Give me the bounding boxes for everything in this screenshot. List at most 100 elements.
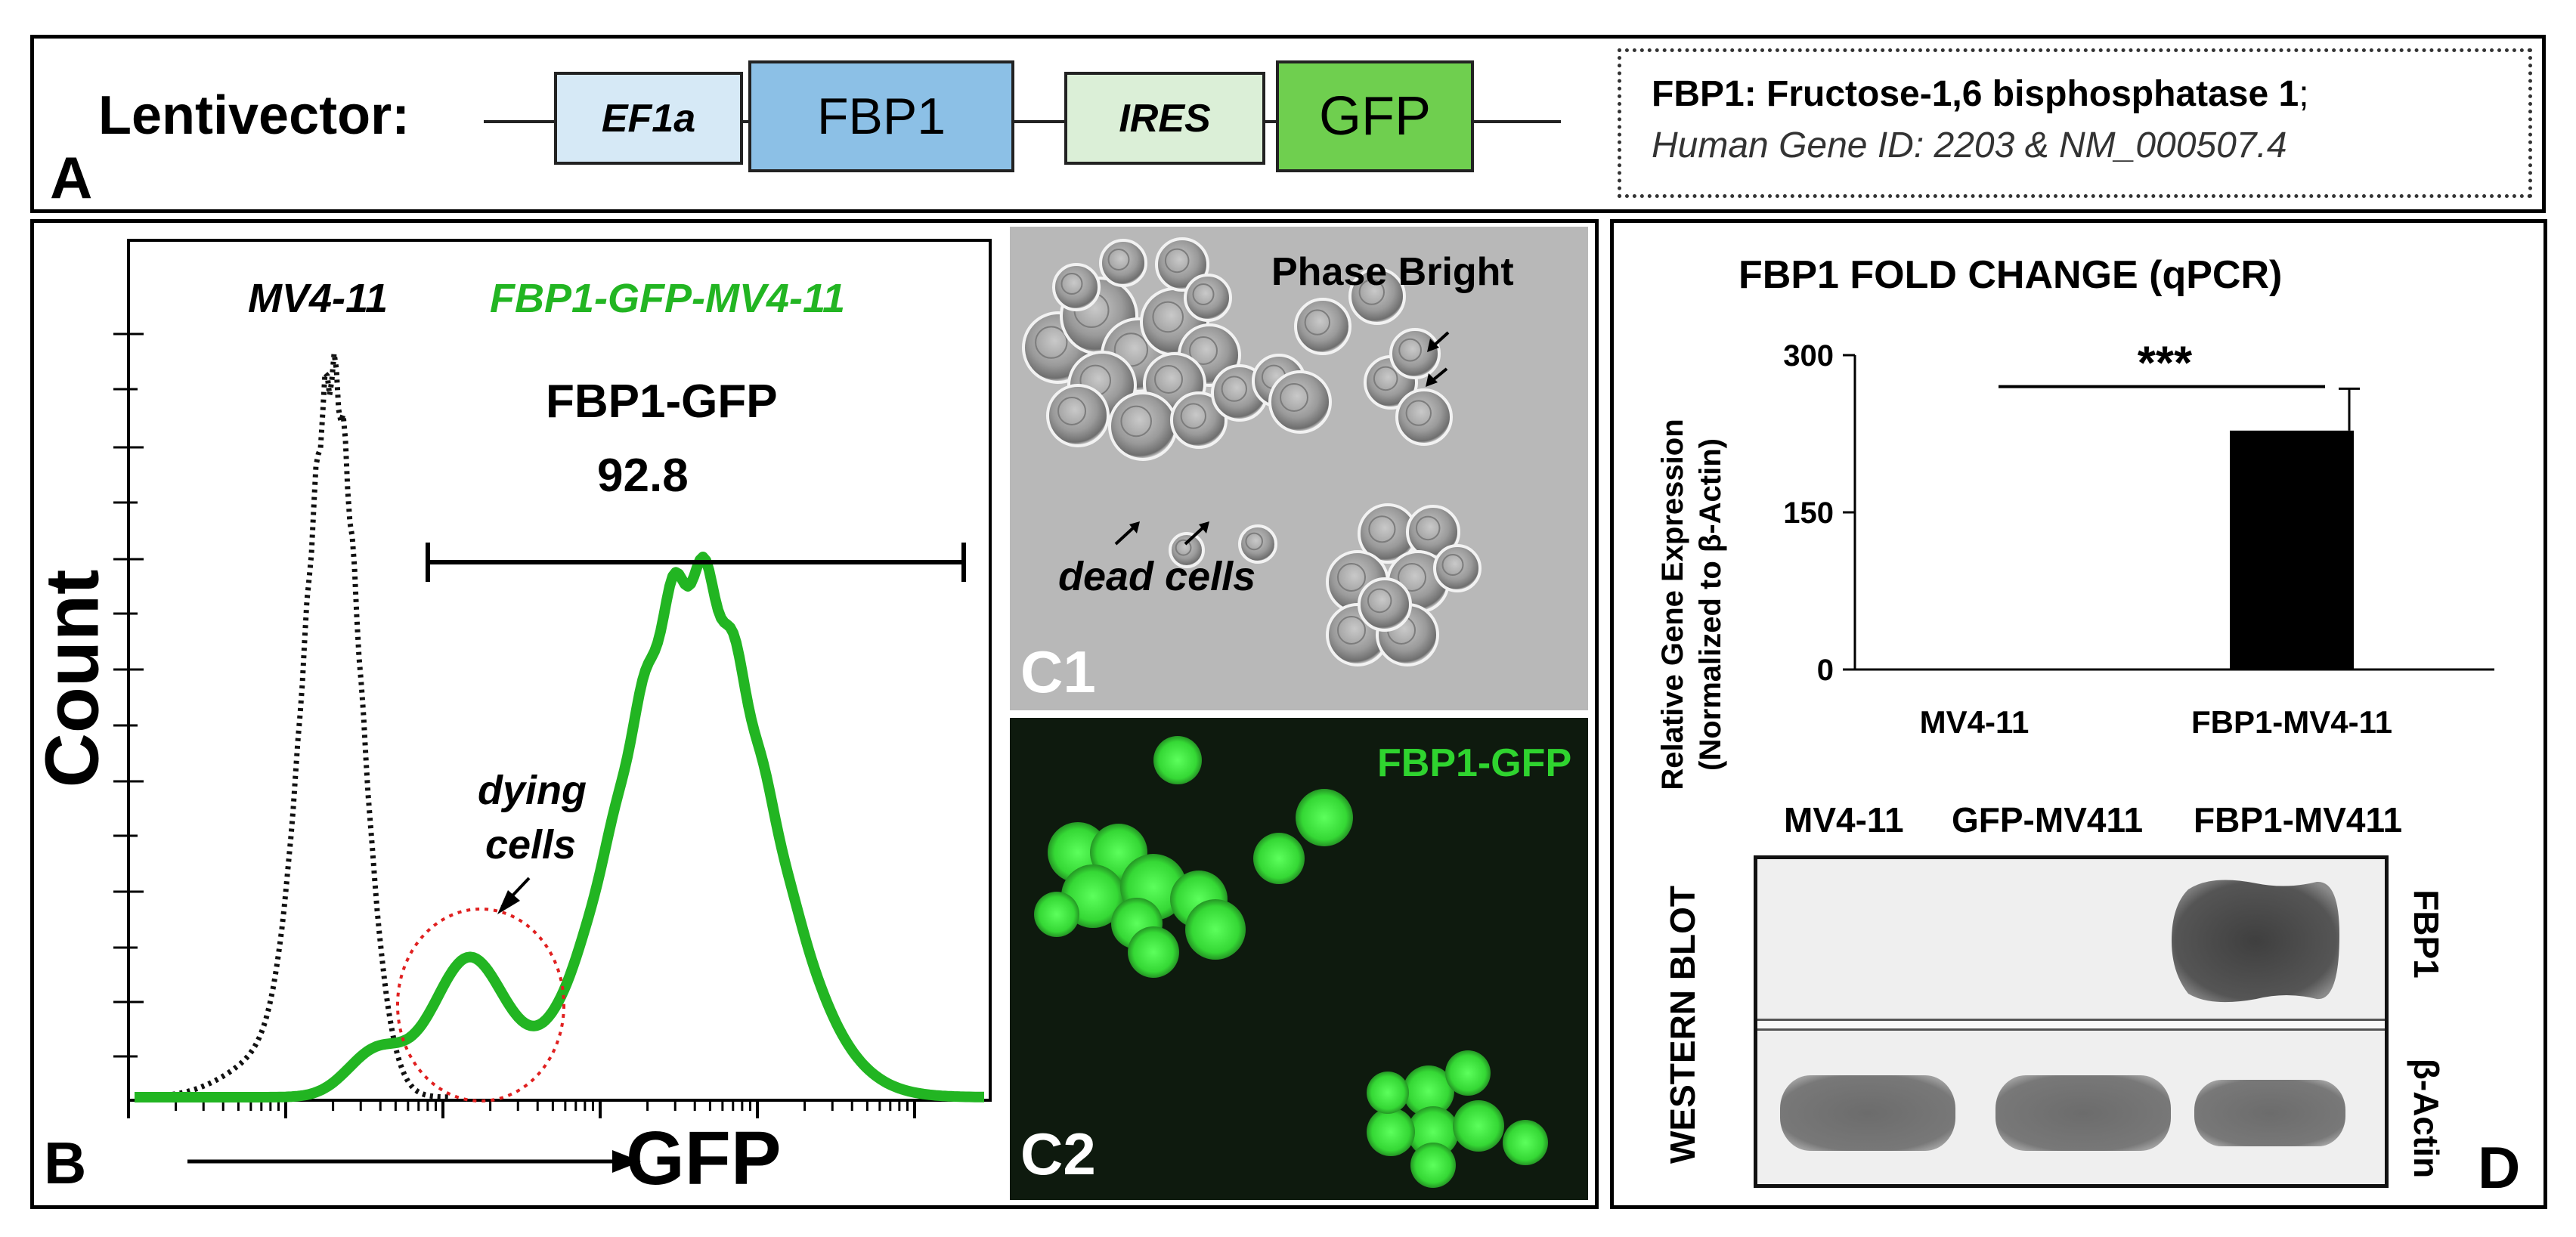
gfp-axis-arrowhead xyxy=(612,1150,641,1173)
gfp-axis-label: GFP xyxy=(626,1116,782,1201)
phase-cell-detail xyxy=(1057,397,1086,425)
qpcr-chart-title: FBP1 FOLD CHANGE (qPCR) xyxy=(1738,253,2283,297)
gene-info-title: FBP1: Fructose-1,6 bisphosphatase 1 xyxy=(1652,74,2299,114)
phase-cell-detail xyxy=(1192,283,1215,305)
gate-value: 92.8 xyxy=(597,450,689,502)
phase-cell xyxy=(1358,577,1412,632)
phase-cell-detail xyxy=(1189,336,1218,365)
phase-cell-detail xyxy=(1405,400,1432,426)
phase-cell xyxy=(1108,391,1178,461)
gene-info-semicolon: ; xyxy=(2299,74,2309,114)
phase-cell-detail xyxy=(1245,532,1264,551)
vector-backbone-line xyxy=(484,120,1561,123)
gfp-cell xyxy=(1128,926,1179,978)
qpcr-category-label: FBP1-MV4-11 xyxy=(2191,704,2392,740)
western-blot-title: WESTERN BLOT xyxy=(1663,886,1702,1164)
fbp1-gfp-image-label: FBP1-GFP xyxy=(1377,741,1572,785)
fluorescence-image: FBP1-GFP C2 xyxy=(1010,718,1588,1200)
dying-cells-circle xyxy=(396,908,565,1102)
lentivector-label: Lentivector: xyxy=(98,85,410,146)
panel-b-letter: B xyxy=(44,1130,87,1196)
panel-d-frame xyxy=(1610,219,2547,1209)
phase-cell xyxy=(1184,274,1232,322)
phase-cell-detail xyxy=(1154,365,1183,394)
count-axis-label: Count xyxy=(29,569,115,788)
qpcr-y-tick-label: 150 xyxy=(1783,496,1834,530)
fbp1-box: FBP1 xyxy=(748,60,1014,172)
gfp-cell xyxy=(1367,1108,1415,1156)
ef1a-label: EF1a xyxy=(601,96,696,141)
gate-title: FBP1-GFP xyxy=(546,376,778,428)
gfp-cell xyxy=(1445,1050,1491,1096)
phase-cell xyxy=(1099,239,1147,287)
phase-cell-detail xyxy=(1120,405,1152,438)
panel-a-frame xyxy=(30,35,2546,213)
phase-cell-detail xyxy=(1337,616,1366,645)
gfp-cell xyxy=(1453,1100,1504,1152)
panel-d-letter: D xyxy=(2478,1134,2521,1201)
phase-cell-detail xyxy=(1152,301,1184,333)
dead-cells-label: dead cells xyxy=(1058,554,1256,599)
blot-divider xyxy=(1757,1019,2385,1031)
gfp-box: GFP xyxy=(1276,60,1474,172)
fbp1-series-label: FBP1-GFP-MV4-11 xyxy=(490,276,846,321)
significance-stars: *** xyxy=(2138,338,2193,390)
phase-cell xyxy=(1052,263,1101,311)
phase-cell-detail xyxy=(1368,515,1396,543)
qpcr-y-tick-label: 0 xyxy=(1817,654,1834,687)
panel-a-letter: A xyxy=(50,144,93,211)
phase-cell-detail xyxy=(1175,539,1192,556)
gene-info-id: Human Gene ID: 2203 & NM_000507.4 xyxy=(1652,125,2287,165)
phase-cell-detail xyxy=(1060,273,1083,295)
phase-cell-detail xyxy=(1367,588,1392,614)
blot-row-label-fbp1: FBP1 xyxy=(2407,889,2446,979)
qpcr-category-label: MV4-11 xyxy=(1920,704,2030,740)
phase-cell-detail xyxy=(1415,515,1441,541)
ires-box: IRES xyxy=(1064,72,1265,165)
actin-band-lane3 xyxy=(2194,1080,2345,1146)
dying-cells-arrowhead xyxy=(497,890,520,914)
qpcr-ylabel-line1: Relative Gene Expression xyxy=(1656,419,1689,790)
ires-label: IRES xyxy=(1119,96,1211,141)
blot-lane-label-gfp: GFP-MV411 xyxy=(1952,800,2144,840)
phase-cell xyxy=(1389,328,1441,379)
blot-lane-label-fbp1: FBP1-MV411 xyxy=(2194,800,2403,840)
gene-info-box: FBP1: Fructose-1,6 bisphosphatase 1; Hum… xyxy=(1618,48,2532,198)
phase-cell-detail xyxy=(1221,376,1247,402)
gfp-cell xyxy=(1367,1072,1409,1114)
gfp-box-label: GFP xyxy=(1318,86,1431,147)
phase-cell-detail xyxy=(1180,403,1207,429)
phase-cell xyxy=(1294,298,1351,355)
phase-cell-detail xyxy=(1398,338,1422,362)
phase-cell-detail xyxy=(1280,383,1308,412)
actin-band-lane1 xyxy=(1780,1075,1955,1151)
ef1a-box: EF1a xyxy=(554,72,743,165)
panel-bc-frame xyxy=(30,219,1599,1209)
qpcr-bar xyxy=(2230,430,2354,670)
phase-cell xyxy=(1046,384,1110,447)
fbp1-label: FBP1 xyxy=(816,88,946,145)
dying-cells-label-line1: dying xyxy=(478,768,587,813)
phase-cell xyxy=(1433,544,1482,592)
fbp1-band xyxy=(2172,880,2339,1003)
phase-cell xyxy=(1268,370,1332,434)
panel-c2-letter: C2 xyxy=(1020,1121,1096,1187)
blot-lane-label-mv411: MV4-11 xyxy=(1784,800,1904,840)
qpcr-bar xyxy=(1912,668,2036,670)
phase-contrast-image: Phase Bright dead cells C1 xyxy=(1010,227,1588,710)
gfp-cell xyxy=(1407,1106,1459,1158)
qpcr-bar-chart: 0 150 300 MV4-11 FBP1-MV4-11 *** xyxy=(1738,332,2525,756)
mv4-11-histogram-series xyxy=(135,353,452,1100)
gfp-cell xyxy=(1403,1065,1454,1117)
panel-c1-letter: C1 xyxy=(1020,639,1096,705)
actin-band-lane2 xyxy=(1995,1075,2171,1151)
phase-cell xyxy=(1395,388,1453,446)
gfp-cell xyxy=(1185,899,1246,960)
western-blot-image xyxy=(1754,855,2389,1188)
dying-cells-label: dying cells xyxy=(478,763,587,872)
phase-cell-detail xyxy=(1035,326,1068,359)
gfp-cell xyxy=(1153,736,1202,784)
qpcr-ylabel-line2: (Normalized to β-Actin) xyxy=(1694,438,1727,771)
phase-cell-detail xyxy=(1373,366,1398,391)
gfp-cell xyxy=(1253,833,1305,884)
